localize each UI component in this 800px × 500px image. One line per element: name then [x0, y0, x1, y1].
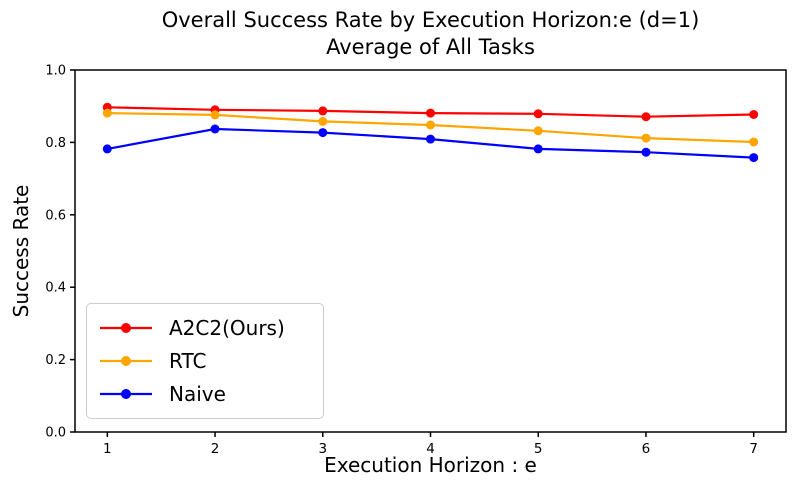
data-point-a2c2-ours — [641, 112, 651, 122]
x-tick-label: 2 — [211, 441, 220, 457]
data-point-rtc — [102, 108, 112, 118]
data-point-a2c2-ours — [749, 110, 759, 119]
legend-label-naive: Naive — [169, 382, 226, 406]
legend-item-naive: Naive — [87, 382, 323, 406]
data-point-naive — [318, 128, 328, 138]
y-tick-label: 0.0 — [45, 426, 66, 441]
legend-item-rtc: RTC — [87, 349, 323, 373]
data-point-rtc — [210, 110, 220, 120]
data-point-rtc — [426, 120, 435, 130]
y-tick-label: 1.0 — [45, 64, 66, 79]
y-tick-label: 0.2 — [45, 353, 66, 368]
y-axis-label: Success Rate — [9, 184, 33, 318]
x-tick-label: 4 — [426, 441, 435, 457]
x-tick-label: 3 — [318, 441, 327, 457]
data-point-rtc — [318, 116, 328, 126]
data-point-naive — [426, 134, 435, 144]
data-point-rtc — [533, 126, 543, 136]
legend-label-a2c2-ours: A2C2(Ours) — [169, 316, 285, 340]
data-point-naive — [641, 147, 651, 157]
data-point-naive — [102, 144, 112, 154]
x-tick-label: 1 — [103, 441, 112, 457]
x-tick-label: 6 — [642, 441, 651, 457]
legend-label-rtc: RTC — [169, 349, 207, 373]
y-tick-label: 0.4 — [45, 281, 66, 296]
data-point-rtc — [641, 133, 651, 143]
chart-title: Overall Success Rate by Execution Horizo… — [161, 8, 700, 32]
legend-line-marker-rtc — [100, 356, 152, 366]
legend-item-a2c2-ours: A2C2(Ours) — [87, 316, 323, 340]
data-point-rtc — [749, 137, 759, 147]
data-point-naive — [533, 144, 543, 154]
legend: A2C2(Ours) RTC Naive — [86, 303, 324, 419]
data-point-a2c2-ours — [426, 108, 435, 118]
chart-subtitle: Average of All Tasks — [326, 35, 535, 59]
x-tick-label: 5 — [534, 441, 543, 457]
legend-line-marker-a2c2-ours — [100, 323, 152, 333]
x-tick-label: 7 — [749, 441, 758, 457]
chart-title-block: Overall Success Rate by Execution Horizo… — [75, 7, 786, 61]
data-point-a2c2-ours — [318, 106, 328, 116]
data-point-naive — [210, 124, 220, 134]
data-point-a2c2-ours — [533, 109, 543, 119]
data-point-naive — [749, 153, 759, 163]
x-axis-label: Execution Horizon : e — [324, 453, 537, 477]
legend-line-marker-naive — [100, 389, 152, 399]
y-tick-label: 0.8 — [45, 136, 66, 151]
y-tick-label: 0.6 — [45, 208, 66, 223]
